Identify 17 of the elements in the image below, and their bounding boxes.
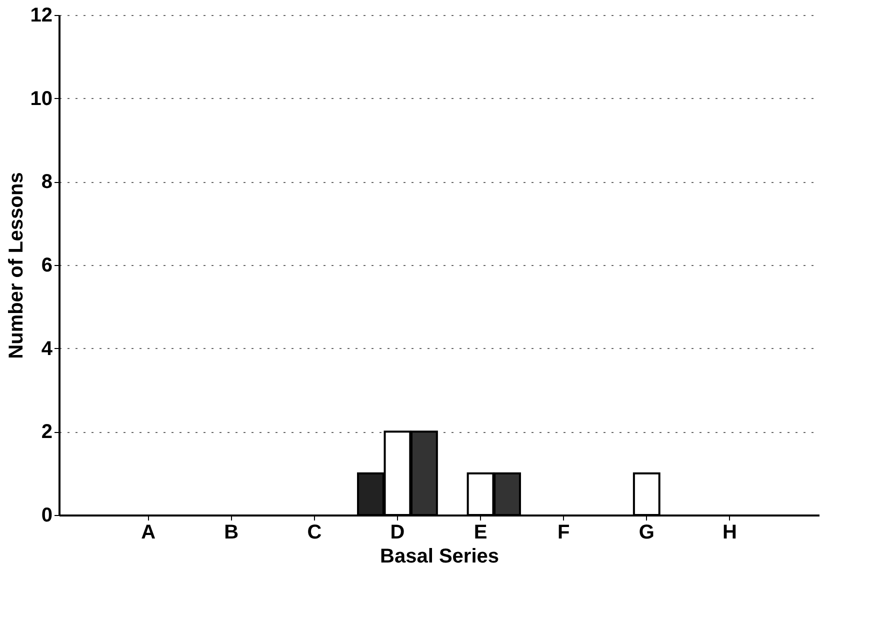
x-tick-label: G xyxy=(638,522,654,544)
x-tick-label: E xyxy=(474,522,488,544)
y-tick-label: 2 xyxy=(41,421,52,444)
y-tick-label: 4 xyxy=(41,338,54,360)
y-tick-label: 12 xyxy=(30,4,52,26)
x-tick-label: C xyxy=(307,522,322,544)
y-tick-label: 10 xyxy=(30,88,52,110)
x-tick-label: D xyxy=(390,522,405,544)
y-tick-label: 8 xyxy=(41,171,52,194)
y-axis-title: Number of Lessons xyxy=(5,172,28,359)
y-tick-label: 0 xyxy=(41,504,52,526)
x-tick-label: B xyxy=(224,522,239,544)
x-axis-title: Basal Series xyxy=(380,546,499,568)
x-tick-label: A xyxy=(141,522,156,544)
x-tick-label: H xyxy=(722,522,737,544)
y-tick-label: 6 xyxy=(41,254,52,276)
x-tick-label: F xyxy=(557,522,570,544)
